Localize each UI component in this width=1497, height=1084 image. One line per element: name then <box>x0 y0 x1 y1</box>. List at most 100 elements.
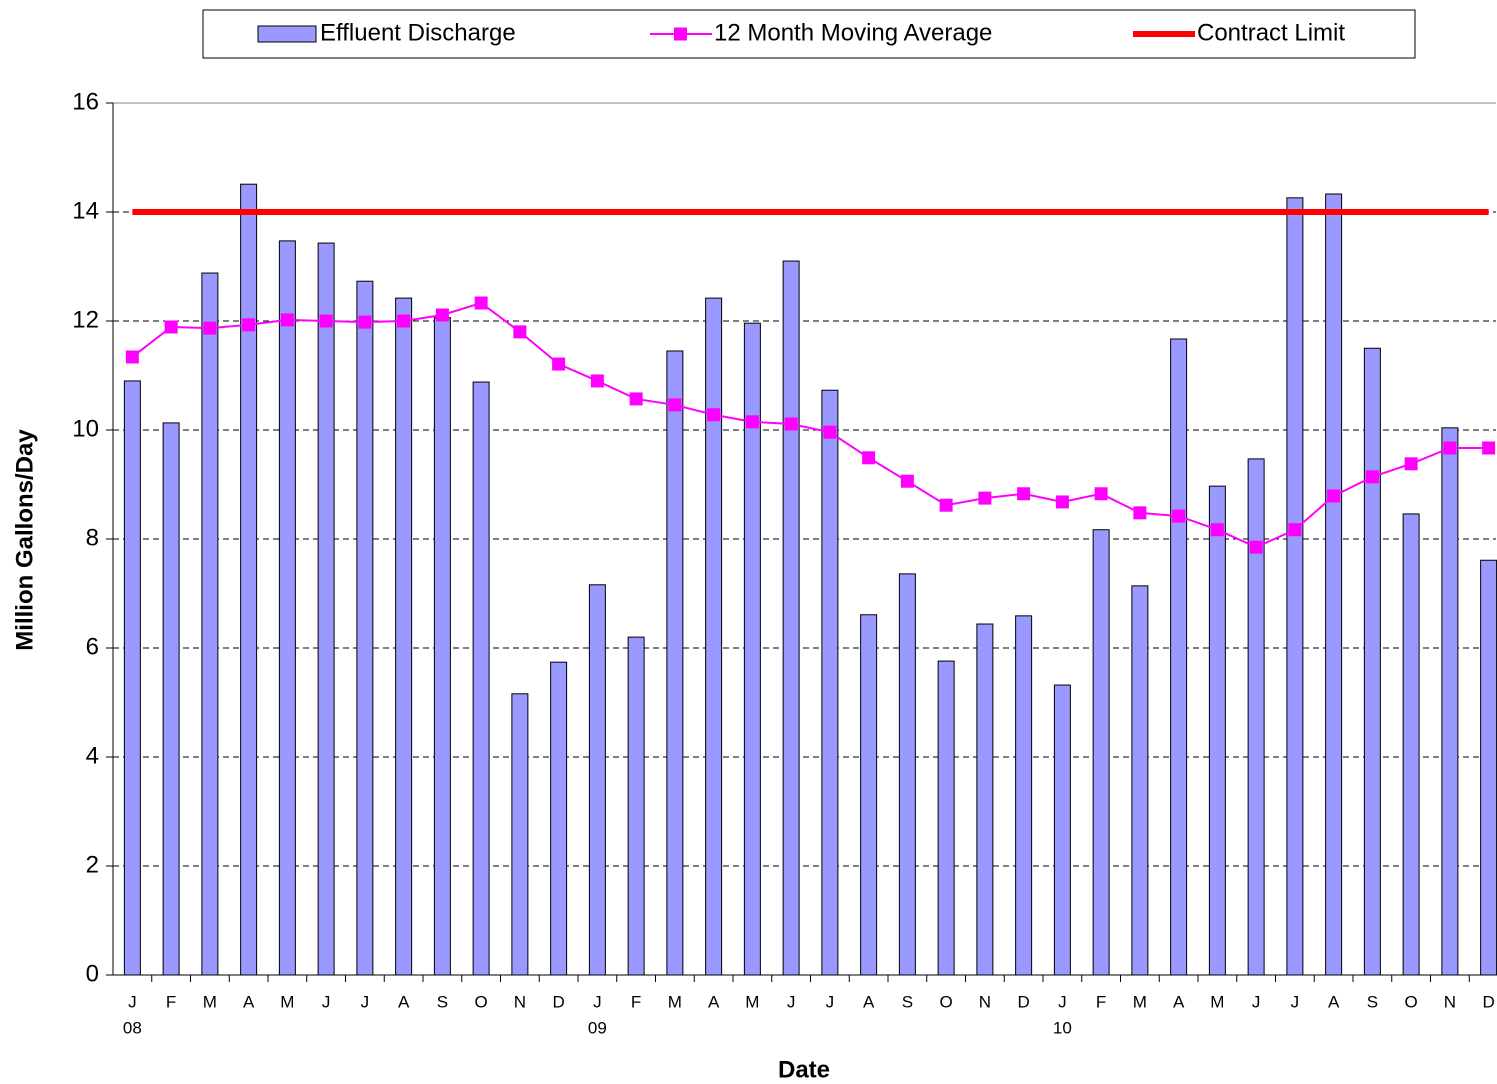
bar <box>550 661 568 976</box>
y-tick-label: 10 <box>72 415 99 442</box>
x-tick-label: D <box>1017 992 1029 1011</box>
bar <box>1402 513 1420 976</box>
bar <box>898 573 916 976</box>
bar <box>433 317 451 976</box>
bar <box>317 242 335 976</box>
point-marker <box>1288 523 1302 537</box>
x-tick-label: A <box>863 992 875 1011</box>
bar <box>588 584 606 976</box>
point-marker <box>745 415 759 429</box>
legend-swatch <box>257 25 317 43</box>
x-tick-label: F <box>631 992 641 1011</box>
point-marker <box>939 498 953 512</box>
y-tick-label: 2 <box>86 851 99 878</box>
bar <box>511 693 529 976</box>
legend-marker <box>674 27 687 41</box>
point-marker <box>1249 540 1263 554</box>
x-tick-label: N <box>979 992 991 1011</box>
point-marker <box>978 491 992 505</box>
x-tick-label: M <box>745 992 759 1011</box>
bar <box>240 183 258 976</box>
bar <box>1286 197 1304 976</box>
point-marker <box>1327 489 1341 503</box>
point-marker <box>125 350 139 364</box>
bar <box>1053 684 1071 976</box>
point-marker <box>474 296 488 310</box>
bar <box>1092 529 1110 976</box>
bar <box>937 660 955 976</box>
x-tick-label: J <box>826 992 835 1011</box>
y-tick-label: 16 <box>72 88 99 115</box>
legend-label: 12 Month Moving Average <box>714 19 992 46</box>
point-marker <box>590 374 604 388</box>
legend-label: Contract Limit <box>1197 19 1345 46</box>
bar <box>1363 347 1381 976</box>
bar <box>162 422 180 976</box>
point-marker <box>280 313 294 327</box>
point-marker <box>513 325 527 339</box>
x-tick-label: A <box>398 992 410 1011</box>
line <box>131 301 1489 549</box>
x-tick-label: J <box>361 992 370 1011</box>
legend-label: Effluent Discharge <box>320 19 516 46</box>
bar <box>860 614 878 976</box>
x-tick-label: J <box>128 992 137 1011</box>
x-tick-label: O <box>1405 992 1418 1011</box>
point-marker <box>1365 470 1379 484</box>
point-marker <box>397 314 411 328</box>
x-tick-label: M <box>668 992 682 1011</box>
point-marker <box>1404 457 1418 471</box>
x-tick-label: D <box>552 992 564 1011</box>
x-tick-label: M <box>1133 992 1147 1011</box>
point-marker <box>900 474 914 488</box>
point-marker <box>707 408 721 422</box>
bar <box>976 623 994 976</box>
y-tick-label: 8 <box>86 524 99 551</box>
point-marker <box>862 451 876 465</box>
x-tick-label: F <box>166 992 176 1011</box>
x-tick-label: O <box>475 992 488 1011</box>
x-tick-label: S <box>437 992 448 1011</box>
bar <box>1247 458 1265 976</box>
bar <box>1480 559 1497 976</box>
bar <box>1015 615 1033 976</box>
bar <box>123 380 141 976</box>
point-marker <box>1210 523 1224 537</box>
y-tick-label: 0 <box>86 960 99 987</box>
year-label: 08 <box>123 1018 142 1037</box>
point-marker <box>203 321 217 335</box>
y-tick-label: 12 <box>72 306 99 333</box>
bar <box>278 240 296 976</box>
bar <box>627 636 645 976</box>
bar <box>705 297 723 976</box>
legend-box <box>202 9 1416 59</box>
bar <box>395 297 413 976</box>
x-tick-label: M <box>280 992 294 1011</box>
bar <box>201 272 219 976</box>
x-tick-label: N <box>514 992 526 1011</box>
y-tick-label: 4 <box>86 742 99 769</box>
x-tick-label: J <box>322 992 331 1011</box>
x-tick-label: N <box>1444 992 1456 1011</box>
x-tick-label: A <box>243 992 255 1011</box>
x-axis-title: Date <box>778 1056 830 1083</box>
x-tick-label: M <box>203 992 217 1011</box>
x-tick-label: S <box>902 992 913 1011</box>
point-marker <box>242 318 256 332</box>
point-marker <box>1017 487 1031 501</box>
point-marker <box>552 357 566 371</box>
y-tick-label: 14 <box>72 197 99 224</box>
bar <box>1325 193 1343 976</box>
bar <box>356 280 374 976</box>
point-marker <box>1055 495 1069 509</box>
x-tick-label: J <box>1058 992 1067 1011</box>
point-marker <box>784 417 798 431</box>
point-marker <box>629 392 643 406</box>
bar <box>1131 585 1149 976</box>
x-tick-label: O <box>940 992 953 1011</box>
point-marker <box>1172 509 1186 523</box>
y-axis-title: Million Gallons/Day <box>11 429 38 651</box>
x-tick-label: J <box>593 992 602 1011</box>
year-label: 10 <box>1053 1018 1072 1037</box>
